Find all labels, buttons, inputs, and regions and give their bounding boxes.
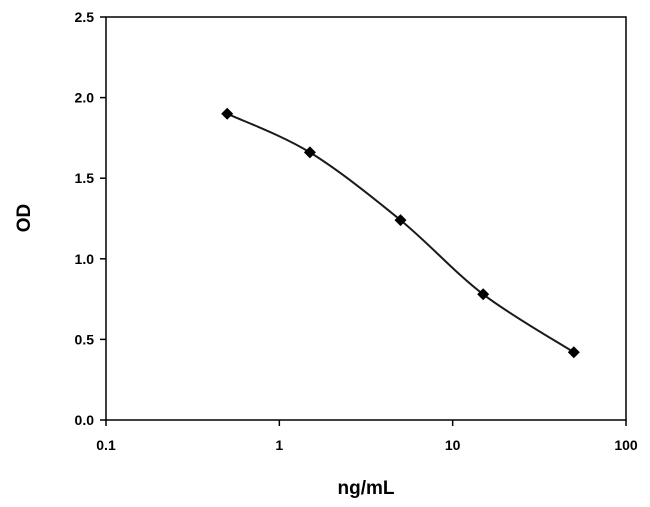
series-line xyxy=(226,112,575,354)
y-tick-label: 1.0 xyxy=(75,251,95,267)
x-tick-label: 10 xyxy=(445,437,461,453)
x-tick-label: 0.1 xyxy=(96,437,116,453)
y-axis-title: OD xyxy=(14,204,35,233)
data-point-marker xyxy=(394,214,407,227)
y-tick-label: 2.5 xyxy=(75,9,95,25)
data-markers xyxy=(221,107,580,359)
plot-area xyxy=(105,16,627,421)
y-tick-label: 0.5 xyxy=(75,331,95,347)
y-tick-label: 2.0 xyxy=(75,90,95,106)
x-tick-label: 1 xyxy=(275,437,283,453)
data-point-marker xyxy=(303,146,316,159)
x-axis-title: ng/mL xyxy=(338,478,395,499)
y-axis-ticks: 0.0 0.5 1.0 1.5 2.0 2.5 xyxy=(75,9,106,428)
x-tick-label: 100 xyxy=(614,437,638,453)
y-tick-label: 1.5 xyxy=(75,170,95,186)
x-axis-ticks: 0.1 1 10 100 xyxy=(96,420,638,453)
y-tick-label: 0.0 xyxy=(75,412,95,428)
data-point-marker xyxy=(567,346,580,359)
data-point-marker xyxy=(477,288,490,301)
data-point-marker xyxy=(221,107,234,120)
